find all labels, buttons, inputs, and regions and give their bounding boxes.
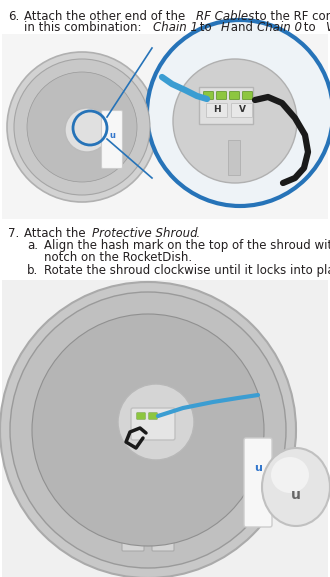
Circle shape — [0, 282, 296, 577]
Circle shape — [14, 59, 150, 195]
FancyBboxPatch shape — [137, 413, 145, 419]
Circle shape — [118, 384, 194, 460]
FancyBboxPatch shape — [244, 438, 272, 527]
Text: u: u — [254, 463, 262, 473]
Text: Protective Shroud: Protective Shroud — [91, 227, 197, 240]
FancyBboxPatch shape — [2, 34, 328, 219]
FancyBboxPatch shape — [207, 103, 227, 118]
Text: H: H — [213, 106, 221, 114]
Text: u: u — [109, 130, 115, 140]
Circle shape — [27, 72, 137, 182]
Text: to: to — [196, 21, 215, 34]
FancyBboxPatch shape — [243, 92, 252, 99]
Text: u: u — [291, 488, 301, 502]
Text: a.: a. — [27, 239, 38, 252]
FancyBboxPatch shape — [149, 413, 157, 419]
Circle shape — [32, 314, 264, 546]
Text: to: to — [300, 21, 320, 34]
Text: Align the hash mark on the top of the shroud with the: Align the hash mark on the top of the sh… — [44, 239, 330, 252]
Text: .: . — [196, 227, 200, 240]
FancyBboxPatch shape — [232, 103, 252, 118]
Circle shape — [147, 20, 330, 206]
Text: H: H — [220, 21, 229, 34]
Text: 6.: 6. — [8, 10, 19, 23]
FancyBboxPatch shape — [228, 140, 240, 175]
FancyBboxPatch shape — [152, 537, 174, 551]
Text: Attach the other end of the: Attach the other end of the — [24, 10, 189, 23]
FancyBboxPatch shape — [122, 537, 144, 551]
Circle shape — [173, 59, 297, 183]
Text: V: V — [239, 106, 246, 114]
FancyBboxPatch shape — [102, 111, 122, 168]
Text: and: and — [227, 21, 256, 34]
Text: RF Cables: RF Cables — [196, 10, 254, 23]
Text: notch on the RocketDish.: notch on the RocketDish. — [44, 251, 192, 264]
FancyBboxPatch shape — [131, 408, 175, 440]
Text: Rotate the shroud clockwise until it locks into place.: Rotate the shroud clockwise until it loc… — [44, 264, 330, 277]
FancyBboxPatch shape — [229, 92, 240, 99]
Ellipse shape — [271, 457, 309, 493]
Text: b.: b. — [27, 264, 38, 277]
Text: to the RF connectors: to the RF connectors — [251, 10, 330, 23]
Text: in this combination:: in this combination: — [24, 21, 145, 34]
Text: Chain 1: Chain 1 — [153, 21, 198, 34]
FancyBboxPatch shape — [199, 87, 253, 124]
Circle shape — [7, 52, 157, 202]
Ellipse shape — [262, 448, 330, 526]
FancyBboxPatch shape — [2, 280, 328, 577]
Text: V: V — [325, 21, 330, 34]
Text: Chain 0: Chain 0 — [257, 21, 302, 34]
Text: Attach the: Attach the — [24, 227, 89, 240]
FancyBboxPatch shape — [204, 92, 214, 99]
Circle shape — [65, 108, 109, 152]
Circle shape — [10, 292, 286, 568]
Text: 7.: 7. — [8, 227, 19, 240]
FancyBboxPatch shape — [216, 92, 226, 99]
